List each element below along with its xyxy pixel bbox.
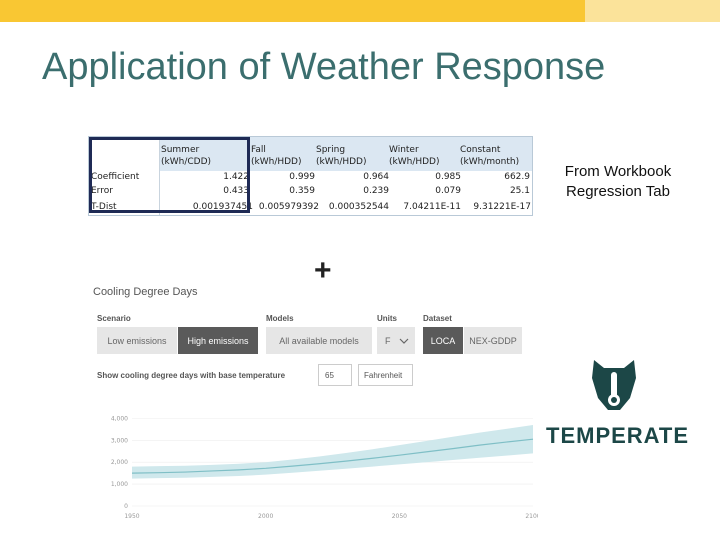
table-body-background xyxy=(89,171,532,215)
row-label-column xyxy=(89,137,160,215)
source-note-line2: Regression Tab xyxy=(566,183,670,200)
models-select[interactable]: All available models xyxy=(266,327,372,354)
cell-coefficient-fall: 0.999 xyxy=(289,172,315,182)
models-label: Models xyxy=(266,314,294,323)
units-value: F xyxy=(385,335,391,346)
cell-error-winter: 0.079 xyxy=(435,186,461,196)
header-constant-unit: (kWh/month) xyxy=(460,157,520,167)
cell-coefficient-spring: 0.964 xyxy=(363,172,389,182)
cell-t-dist-fall: 0.005979392 xyxy=(258,202,319,212)
regression-table: Summer (kWh/CDD) Fall (kWh/HDD) Spring (… xyxy=(88,136,533,216)
dataset-loca-button[interactable]: LOCA xyxy=(423,327,463,354)
dataset-nex-gddp-button[interactable]: NEX-GDDP xyxy=(464,327,522,354)
header-constant: Constant xyxy=(460,145,501,155)
median-series-line xyxy=(131,438,534,474)
cooling-degree-days-panel: Cooling Degree Days Scenario Low emissio… xyxy=(88,276,538,526)
scenario-high-emissions-button[interactable]: High emissions xyxy=(178,327,258,354)
base-temperature-input[interactable]: 65 xyxy=(318,364,352,386)
header-fall-unit: (kWh/HDD) xyxy=(251,157,302,167)
cell-t-dist-summer: 0.001937451 xyxy=(192,202,253,212)
cell-t-dist-winter: 7.04211E-11 xyxy=(403,202,461,212)
cell-error-spring: 0.239 xyxy=(363,186,389,196)
temperate-logo-wordmark: TEMPERATE xyxy=(546,423,690,448)
dataset-label: Dataset xyxy=(423,314,452,323)
x-tick-label: 2100 xyxy=(525,513,538,520)
cell-coefficient-winter: 0.985 xyxy=(435,172,461,182)
cell-error-fall: 0.359 xyxy=(289,186,315,196)
cell-coefficient-summer: 1.422 xyxy=(223,172,249,182)
panel-title: Cooling Degree Days xyxy=(93,286,198,298)
temperature-unit-select[interactable]: Fahrenheit xyxy=(358,364,413,386)
top-accent-bar xyxy=(0,0,585,22)
header-fall: Fall xyxy=(251,145,266,155)
cell-t-dist-spring: 0.000352544 xyxy=(328,202,389,212)
header-summer: Summer xyxy=(161,145,200,155)
cell-error-constant: 25.1 xyxy=(509,186,530,196)
row-label-t-dist: T-Dist xyxy=(91,202,117,212)
row-label-error: Error xyxy=(91,186,113,196)
source-note: From Workbook Regression Tab xyxy=(553,162,683,202)
y-tick-label: 1,000 xyxy=(111,481,128,488)
model-range-band xyxy=(132,424,533,479)
cell-coefficient-constant: 662.9 xyxy=(504,172,530,182)
top-accent-bar-side xyxy=(585,0,720,22)
x-tick-label: 1950 xyxy=(124,513,139,520)
cell-error-summer: 0.433 xyxy=(223,186,249,196)
units-select[interactable]: F xyxy=(377,327,415,354)
header-spring: Spring xyxy=(316,145,346,155)
slide-title: Application of Weather Response xyxy=(42,46,606,88)
chevron-down-icon xyxy=(399,338,408,344)
header-spring-unit: (kWh/HDD) xyxy=(316,157,367,167)
source-note-line1: From Workbook xyxy=(564,163,672,180)
scenario-low-emissions-button[interactable]: Low emissions xyxy=(97,327,177,354)
y-tick-label: 2,000 xyxy=(111,459,128,466)
header-summer-unit: (kWh/CDD) xyxy=(161,157,212,167)
x-tick-label: 2000 xyxy=(258,513,273,520)
plus-sign: + xyxy=(314,254,332,287)
y-tick-label: 4,000 xyxy=(111,415,128,422)
y-tick-label: 3,000 xyxy=(111,437,128,444)
header-winter: Winter xyxy=(389,145,419,155)
bear-thermometer-icon xyxy=(592,360,636,410)
header-winter-unit: (kWh/HDD) xyxy=(389,157,440,167)
scenario-label: Scenario xyxy=(97,314,131,323)
units-label: Units xyxy=(377,314,397,323)
row-label-coefficient: Coefficient xyxy=(91,172,140,182)
x-tick-label: 2050 xyxy=(392,513,407,520)
y-tick-label: 0 xyxy=(124,503,128,510)
base-temperature-label: Show cooling degree days with base tempe… xyxy=(97,371,286,380)
cell-t-dist-constant: 9.31221E-17 xyxy=(473,202,531,212)
cooling-degree-days-chart: 0 1,000 2,000 3,000 4,000 1950 2000 2050 2100 xyxy=(111,415,538,520)
table-header-background xyxy=(159,137,532,171)
